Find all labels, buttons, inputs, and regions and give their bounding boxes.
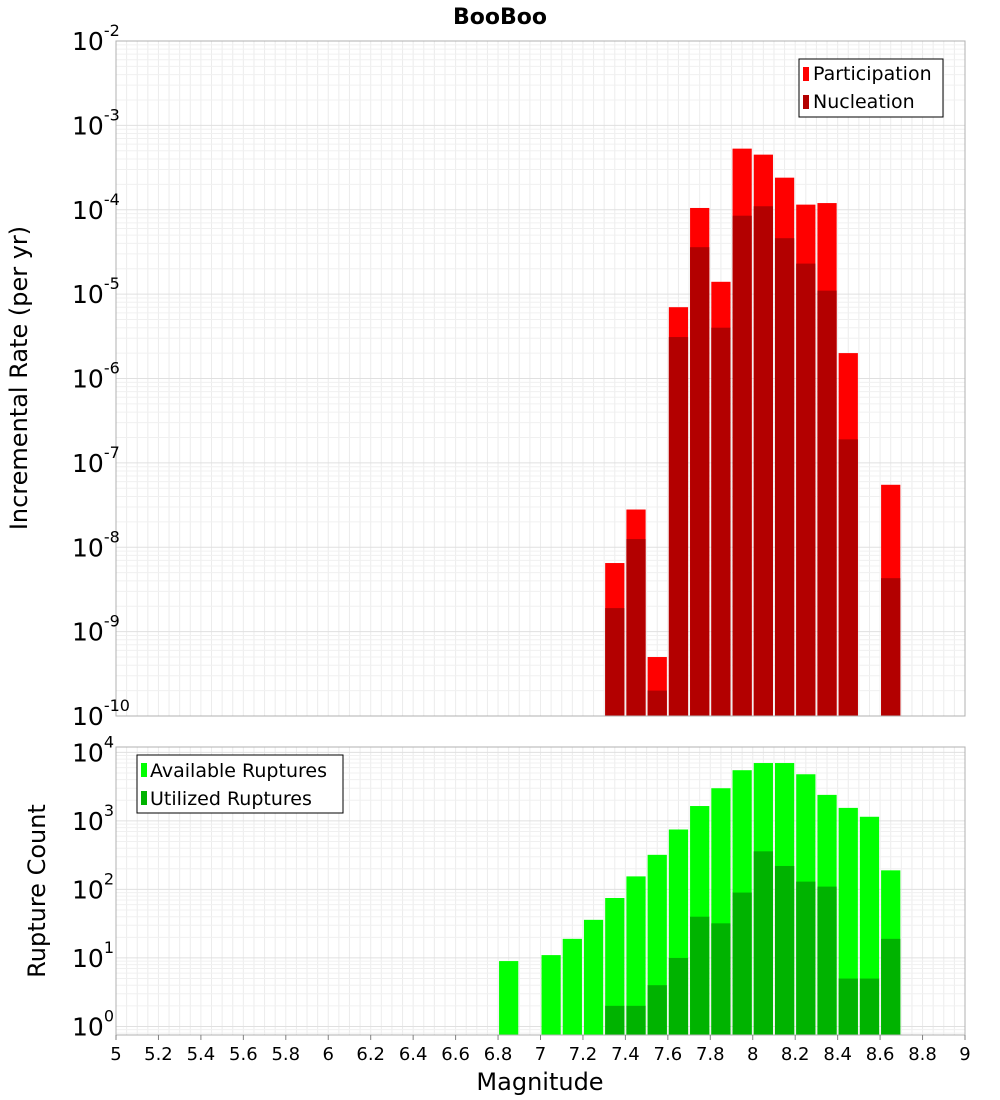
x-tick-label: 6.4 — [399, 1044, 428, 1065]
top-y-tick-label: 10-7 — [72, 443, 120, 478]
bar-utilized-ruptures — [690, 916, 710, 1035]
legend-label-nucleation: Nucleation — [813, 91, 915, 113]
bottom-y-tick-label: 101 — [72, 938, 114, 973]
bottom-y-tick-label: 100 — [72, 1006, 114, 1041]
legend-label-utilized: Utilized Ruptures — [150, 788, 312, 810]
bar-nucleation — [711, 327, 731, 716]
bottom-y-axis-ticks: 100 101 102 103 104 — [72, 732, 114, 1041]
top-y-tick-label: 10-5 — [72, 274, 120, 309]
x-tick-label: 5.8 — [271, 1044, 300, 1065]
chart-title: BooBoo — [453, 5, 547, 30]
x-axis-label: Magnitude — [476, 1068, 603, 1096]
top-y-tick-label: 10-4 — [72, 190, 120, 225]
bar-available-ruptures — [626, 876, 646, 1035]
bottom-legend-box — [136, 754, 344, 814]
bar-nucleation — [753, 206, 773, 716]
bar-utilized-ruptures — [605, 1005, 625, 1035]
x-axis-ticks: 5 5.2 5.4 5.6 5.8 6 6.2 6.4 6.6 6.8 7 7.2 7.4 7.6 7.8 8… — [110, 1035, 971, 1065]
x-tick-label: 7.8 — [696, 1044, 725, 1065]
x-tick-label: 6.6 — [441, 1044, 470, 1065]
top-plot-bars — [605, 148, 901, 717]
x-tick-label: 8.2 — [781, 1044, 810, 1065]
top-legend: Participation Nucleation — [798, 58, 944, 118]
bar-utilized-ruptures — [881, 938, 901, 1035]
bar-nucleation — [626, 539, 646, 716]
bar-utilized-ruptures — [774, 865, 795, 1035]
x-tick-label: 7.4 — [611, 1044, 640, 1065]
bar-utilized-ruptures — [732, 892, 752, 1035]
bar-utilized-ruptures — [668, 957, 689, 1035]
bar-available-ruptures — [583, 919, 604, 1035]
x-tick-label: 5 — [110, 1044, 121, 1065]
x-tick-label: 5.6 — [229, 1044, 258, 1065]
bar-utilized-ruptures — [647, 985, 667, 1035]
x-tick-label: 8.6 — [866, 1044, 895, 1065]
top-y-tick-label: 10-2 — [72, 21, 120, 56]
x-tick-label: 5.4 — [187, 1044, 216, 1065]
x-tick-label: 6 — [323, 1044, 334, 1065]
top-y-tick-label: 10-10 — [72, 696, 130, 731]
legend-swatch-utilized — [141, 791, 147, 805]
top-y-tick-label: 10-9 — [72, 612, 120, 647]
legend-swatch-available — [141, 763, 147, 777]
bottom-plot-count: 100 101 102 103 104 5 5.2 5.4 5.6 5.8 6 6.2 6.4 6.6 6… — [23, 732, 971, 1096]
x-tick-label: 7.6 — [654, 1044, 683, 1065]
legend-swatch-nucleation — [803, 95, 809, 109]
bottom-y-axis-label: Rupture Count — [23, 804, 51, 978]
bar-available-ruptures — [562, 938, 582, 1035]
bottom-y-tick-label: 103 — [72, 801, 114, 836]
bar-available-ruptures — [499, 961, 519, 1035]
bar-available-ruptures — [605, 897, 625, 1035]
bar-utilized-ruptures — [711, 923, 731, 1035]
bar-utilized-ruptures — [796, 881, 816, 1035]
bottom-y-tick-label: 102 — [72, 869, 114, 904]
top-y-tick-label: 10-6 — [72, 359, 120, 394]
bar-nucleation — [774, 238, 795, 716]
top-y-tick-label: 10-8 — [72, 527, 120, 562]
bar-utilized-ruptures — [753, 851, 773, 1035]
bar-utilized-ruptures — [817, 886, 837, 1035]
legend-swatch-participation — [803, 67, 809, 81]
bar-available-ruptures — [838, 807, 858, 1035]
bottom-y-tick-label: 104 — [72, 732, 114, 767]
x-tick-label: 8.8 — [908, 1044, 937, 1065]
bar-nucleation — [732, 215, 752, 717]
top-plot-rate: 10-10 10-9 10-8 10-7 10-6 10-5 10-4 10-3 10-2 In… — [5, 21, 966, 731]
top-y-axis-label: Incremental Rate (per yr) — [5, 226, 33, 530]
x-tick-label: 6.2 — [356, 1044, 385, 1065]
x-tick-label: 8 — [747, 1044, 758, 1065]
top-y-tick-label: 10-3 — [72, 105, 120, 140]
x-tick-label: 7 — [535, 1044, 546, 1065]
x-tick-label: 5.2 — [144, 1044, 173, 1065]
bottom-legend: Available Ruptures Utilized Ruptures — [136, 754, 344, 814]
bar-nucleation — [881, 578, 901, 716]
top-plot-grid — [115, 40, 966, 717]
bar-utilized-ruptures — [626, 1005, 646, 1035]
bar-nucleation — [605, 608, 625, 716]
bar-utilized-ruptures — [859, 978, 880, 1035]
top-y-axis-ticks: 10-10 10-9 10-8 10-7 10-6 10-5 10-4 10-3 10-2 — [72, 21, 130, 731]
bar-nucleation — [647, 690, 667, 716]
bar-nucleation — [838, 439, 858, 716]
top-legend-box — [798, 58, 944, 118]
bar-utilized-ruptures — [838, 978, 858, 1035]
x-tick-label: 9 — [959, 1044, 970, 1065]
bottom-plot-bars — [499, 763, 901, 1035]
legend-label-participation: Participation — [813, 63, 932, 85]
bar-nucleation — [668, 337, 689, 716]
bar-available-ruptures — [541, 955, 561, 1035]
x-tick-label: 6.8 — [484, 1044, 513, 1065]
x-tick-label: 8.4 — [823, 1044, 852, 1065]
bar-nucleation — [690, 247, 710, 716]
top-plot-border — [115, 40, 966, 717]
bar-nucleation — [817, 290, 837, 716]
bar-nucleation — [796, 263, 816, 716]
legend-label-available: Available Ruptures — [150, 760, 327, 782]
x-tick-label: 7.2 — [569, 1044, 598, 1065]
